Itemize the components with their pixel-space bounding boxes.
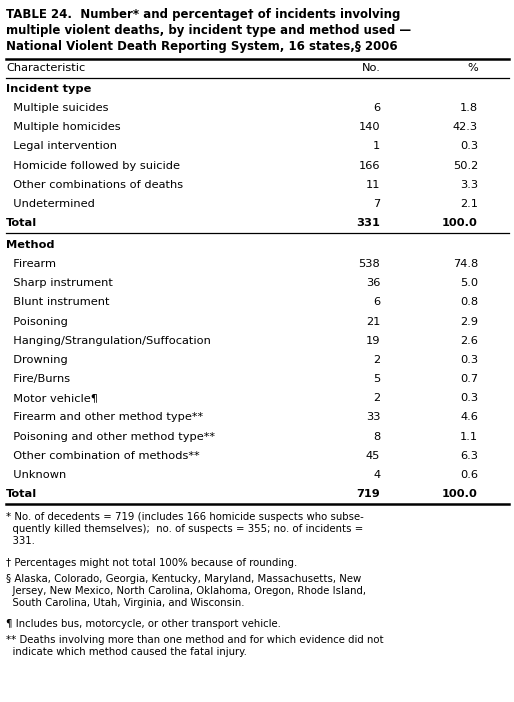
- Text: multiple violent deaths, by incident type and method used —: multiple violent deaths, by incident typ…: [6, 25, 411, 37]
- Text: § Alaska, Colorado, Georgia, Kentucky, Maryland, Massachusetts, New
  Jersey, Ne: § Alaska, Colorado, Georgia, Kentucky, M…: [6, 574, 366, 607]
- Text: † Percentages might not total 100% because of rounding.: † Percentages might not total 100% becau…: [6, 557, 298, 568]
- Text: 8: 8: [373, 432, 380, 442]
- Text: 719: 719: [357, 489, 380, 499]
- Text: 19: 19: [366, 336, 380, 346]
- Text: ** Deaths involving more than one method and for which evidence did not
  indica: ** Deaths involving more than one method…: [6, 635, 384, 656]
- Text: 2.9: 2.9: [460, 317, 478, 326]
- Text: 0.8: 0.8: [460, 298, 478, 307]
- Text: 42.3: 42.3: [453, 122, 478, 132]
- Text: Blunt instrument: Blunt instrument: [6, 298, 109, 307]
- Text: 2.6: 2.6: [460, 336, 478, 346]
- Text: 2.1: 2.1: [460, 199, 478, 208]
- Text: 5: 5: [373, 374, 380, 384]
- Text: * No. of decedents = 719 (includes 166 homicide suspects who subse-
  quently ki: * No. of decedents = 719 (includes 166 h…: [6, 512, 364, 546]
- Text: Total: Total: [6, 218, 38, 228]
- Text: 4: 4: [373, 470, 380, 480]
- Text: 7: 7: [373, 199, 380, 208]
- Text: 2: 2: [373, 355, 380, 365]
- Text: 36: 36: [366, 278, 380, 289]
- Text: Multiple suicides: Multiple suicides: [6, 103, 108, 113]
- Text: Other combinations of deaths: Other combinations of deaths: [6, 180, 183, 190]
- Text: 140: 140: [359, 122, 380, 132]
- Text: Legal intervention: Legal intervention: [6, 141, 117, 152]
- Text: 45: 45: [366, 451, 380, 461]
- Text: Fire/Burns: Fire/Burns: [6, 374, 70, 384]
- Text: 1.8: 1.8: [460, 103, 478, 113]
- Text: 538: 538: [359, 259, 380, 269]
- Text: 21: 21: [366, 317, 380, 326]
- Text: 100.0: 100.0: [442, 218, 478, 228]
- Text: Characteristic: Characteristic: [6, 63, 85, 73]
- Text: 166: 166: [359, 161, 380, 171]
- Text: Undetermined: Undetermined: [6, 199, 95, 208]
- Text: Motor vehicle¶: Motor vehicle¶: [6, 393, 98, 403]
- Text: 2: 2: [373, 393, 380, 403]
- Text: Total: Total: [6, 489, 38, 499]
- Text: TABLE 24.  Number* and percentage† of incidents involving: TABLE 24. Number* and percentage† of inc…: [6, 8, 400, 22]
- Text: Poisoning and other method type**: Poisoning and other method type**: [6, 432, 215, 442]
- Text: 0.7: 0.7: [460, 374, 478, 384]
- Text: 11: 11: [366, 180, 380, 190]
- Text: Incident type: Incident type: [6, 84, 91, 94]
- Text: 74.8: 74.8: [453, 259, 478, 269]
- Text: 0.3: 0.3: [460, 393, 478, 403]
- Text: 0.3: 0.3: [460, 355, 478, 365]
- Text: Other combination of methods**: Other combination of methods**: [6, 451, 200, 461]
- Text: Multiple homicides: Multiple homicides: [6, 122, 121, 132]
- Text: 0.3: 0.3: [460, 141, 478, 152]
- Text: 6.3: 6.3: [460, 451, 478, 461]
- Text: Firearm: Firearm: [6, 259, 56, 269]
- Text: Method: Method: [6, 240, 54, 250]
- Text: %: %: [467, 63, 478, 73]
- Text: 33: 33: [366, 413, 380, 423]
- Text: Sharp instrument: Sharp instrument: [6, 278, 113, 289]
- Text: Drowning: Drowning: [6, 355, 68, 365]
- Text: 4.6: 4.6: [460, 413, 478, 423]
- Text: 100.0: 100.0: [442, 489, 478, 499]
- Text: 6: 6: [373, 298, 380, 307]
- Text: 0.6: 0.6: [460, 470, 478, 480]
- Text: 331: 331: [357, 218, 380, 228]
- Text: National Violent Death Reporting System, 16 states,§ 2006: National Violent Death Reporting System,…: [6, 41, 398, 53]
- Text: No.: No.: [361, 63, 380, 73]
- Text: Homicide followed by suicide: Homicide followed by suicide: [6, 161, 180, 171]
- Text: 6: 6: [373, 103, 380, 113]
- Text: 1.1: 1.1: [460, 432, 478, 442]
- Text: 3.3: 3.3: [460, 180, 478, 190]
- Text: Firearm and other method type**: Firearm and other method type**: [6, 413, 204, 423]
- Text: 50.2: 50.2: [453, 161, 478, 171]
- Text: Unknown: Unknown: [6, 470, 66, 480]
- Text: Poisoning: Poisoning: [6, 317, 68, 326]
- Text: 5.0: 5.0: [460, 278, 478, 289]
- Text: 1: 1: [373, 141, 380, 152]
- Text: ¶ Includes bus, motorcycle, or other transport vehicle.: ¶ Includes bus, motorcycle, or other tra…: [6, 618, 281, 629]
- Text: Hanging/Strangulation/Suffocation: Hanging/Strangulation/Suffocation: [6, 336, 211, 346]
